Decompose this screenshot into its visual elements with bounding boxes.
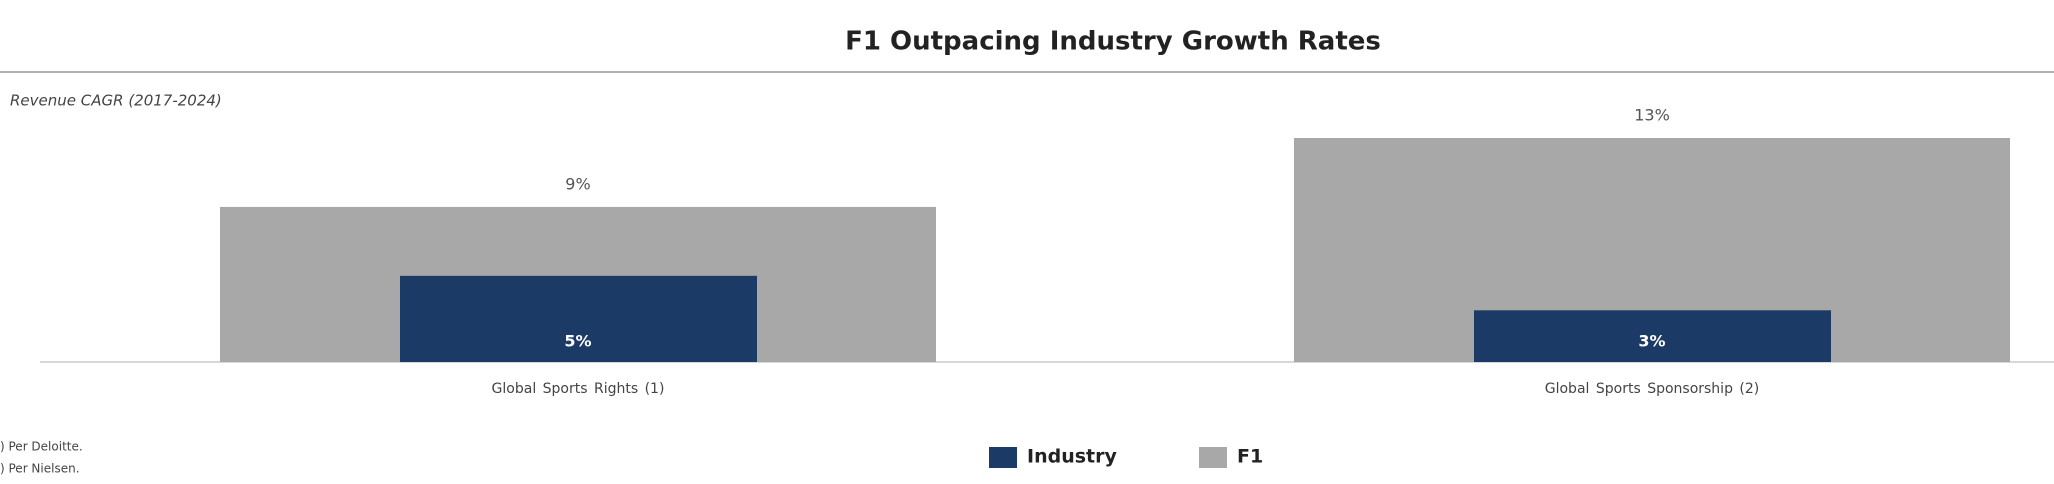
bar xyxy=(1474,310,1831,362)
legend-swatch xyxy=(1199,447,1227,468)
legend-swatch xyxy=(989,447,1017,468)
subtitle: Revenue CAGR (2017-2024) xyxy=(10,92,222,110)
footnote: ) Per Deloitte. xyxy=(0,440,83,454)
value-label: 9% xyxy=(565,174,590,193)
footnote: ) Per Nielsen. xyxy=(0,462,80,476)
chart-title: F1 Outpacing Industry Growth Rates xyxy=(845,27,1381,57)
value-label: 13% xyxy=(1634,106,1670,125)
value-label: 3% xyxy=(1638,332,1665,351)
bar xyxy=(400,275,757,362)
value-label: 5% xyxy=(564,332,591,351)
legend-label: Industry xyxy=(1027,446,1117,468)
legend-label: F1 xyxy=(1237,446,1263,468)
x-tick-label: Global Sports Rights (1) xyxy=(492,381,665,397)
x-tick-label: Global Sports Sponsorship (2) xyxy=(1545,381,1760,397)
